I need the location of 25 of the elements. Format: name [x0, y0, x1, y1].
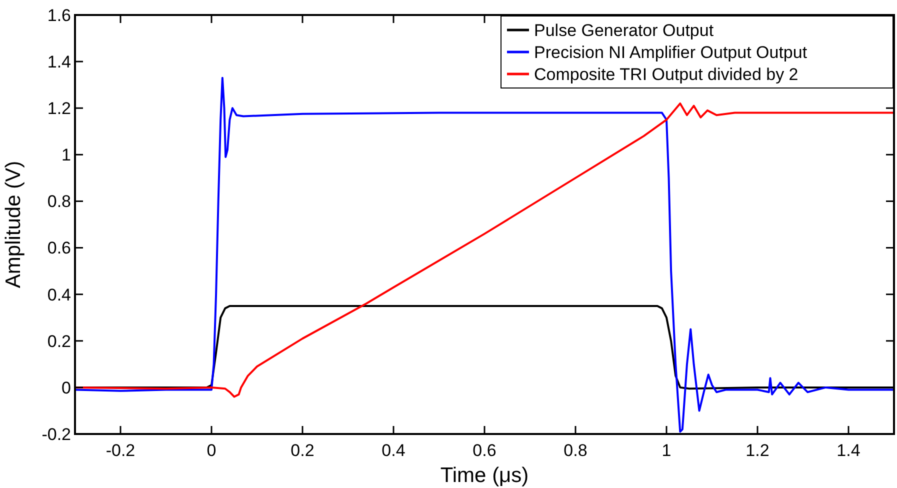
y-axis-title: Amplitude (V): [2, 160, 25, 288]
x-tick-label: 1.2: [746, 441, 770, 460]
x-tick-label: 1.4: [836, 441, 860, 460]
y-tick-label: 0.6: [47, 238, 71, 258]
y-tick-label: 1.2: [47, 99, 71, 118]
legend-label: Precision NI Amplifier Output Output: [534, 42, 808, 62]
x-tick-label: 0.4: [382, 441, 406, 460]
x-tick-label: 0: [206, 441, 216, 460]
y-tick-label: 1.6: [47, 6, 71, 25]
y-tick-label: 0: [62, 378, 71, 398]
y-tick-label: 0.2: [47, 332, 71, 351]
x-tick-label: -0.2: [106, 441, 136, 460]
legend-label: Composite TRI Output divided by 2: [534, 64, 798, 84]
x-tick-label: 0.6: [472, 441, 496, 460]
y-tick-label: 1.4: [47, 52, 71, 72]
x-tick-label: 0.8: [564, 441, 588, 460]
x-axis-title: Time (μs): [440, 464, 529, 487]
line-series: [75, 102, 894, 398]
y-tick-label: 0.4: [47, 285, 71, 304]
y-tick-label: 1: [62, 146, 71, 165]
x-tick-label: 0.2: [290, 441, 314, 460]
x-tick-label: 1: [662, 441, 672, 460]
legend-label: Pulse Generator Output: [534, 20, 714, 40]
y-tick-label: -0.2: [42, 424, 71, 444]
y-tick-label: 0.8: [47, 192, 71, 212]
